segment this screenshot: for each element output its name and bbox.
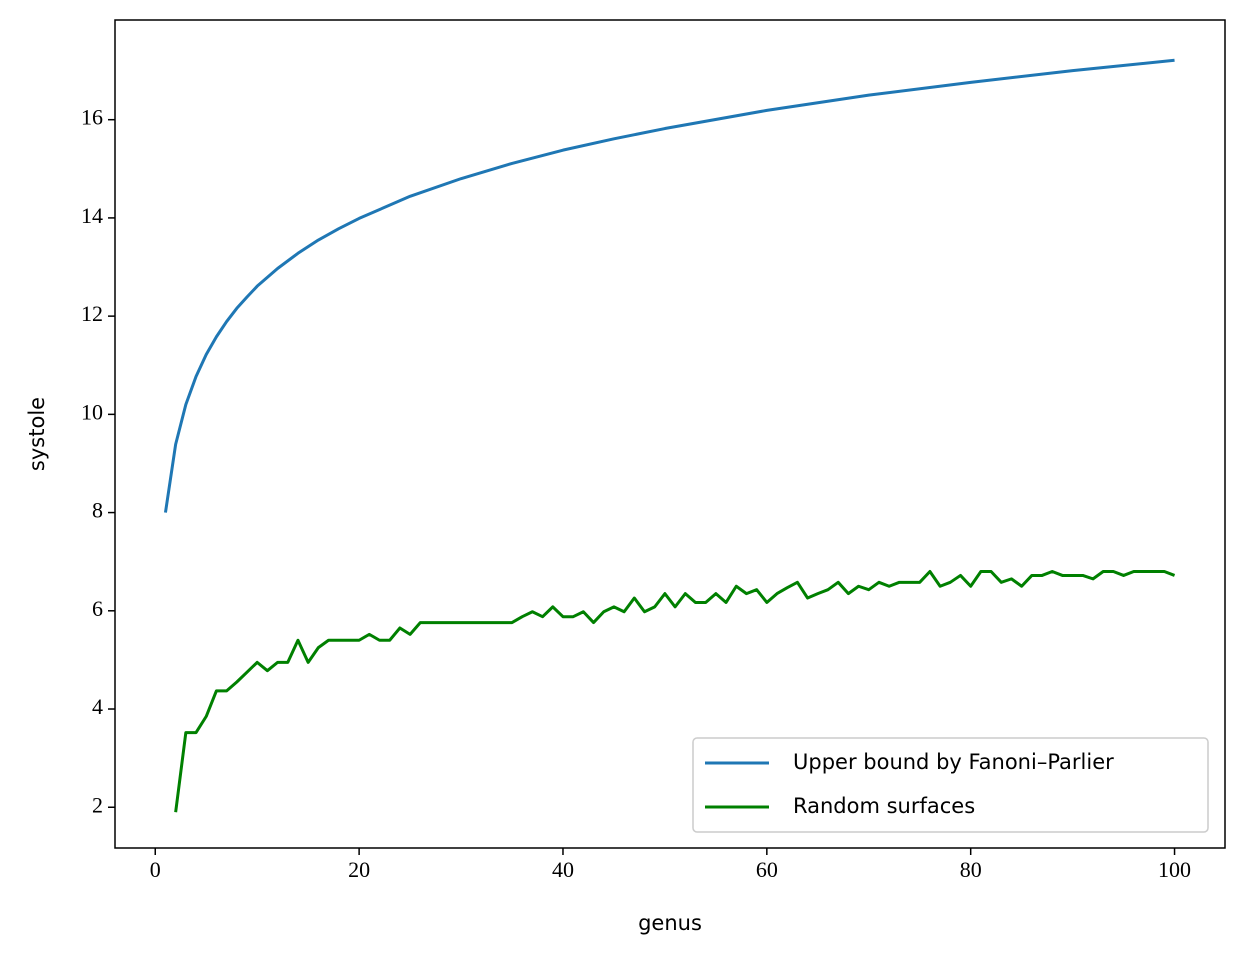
y-tick-label: 16 (81, 105, 103, 130)
y-tick-label: 6 (92, 596, 103, 621)
y-tick-label: 2 (92, 792, 103, 817)
x-tick-label: 80 (960, 857, 982, 882)
x-tick-label: 20 (348, 857, 370, 882)
x-tick-label: 100 (1158, 857, 1191, 882)
line (163, 58, 1175, 513)
y-tick-label: 10 (81, 399, 103, 424)
line (174, 570, 1176, 813)
y-axis-label: systole (25, 397, 49, 471)
legend-box (692, 737, 1209, 833)
y-tick-label: 8 (92, 498, 103, 523)
x-axis-label: genus (638, 911, 702, 935)
y-tick-label: 4 (92, 694, 103, 719)
legend-label: Random surfaces (793, 794, 975, 818)
plot-frame (114, 19, 1226, 849)
y-tick-label: 14 (81, 203, 103, 228)
x-tick-label: 60 (756, 857, 778, 882)
y-tick-label: 12 (81, 301, 103, 326)
x-tick-label: 0 (150, 857, 161, 882)
legend-label: Upper bound by Fanoni–Parlier (793, 750, 1114, 774)
x-tick-label: 40 (552, 857, 574, 882)
